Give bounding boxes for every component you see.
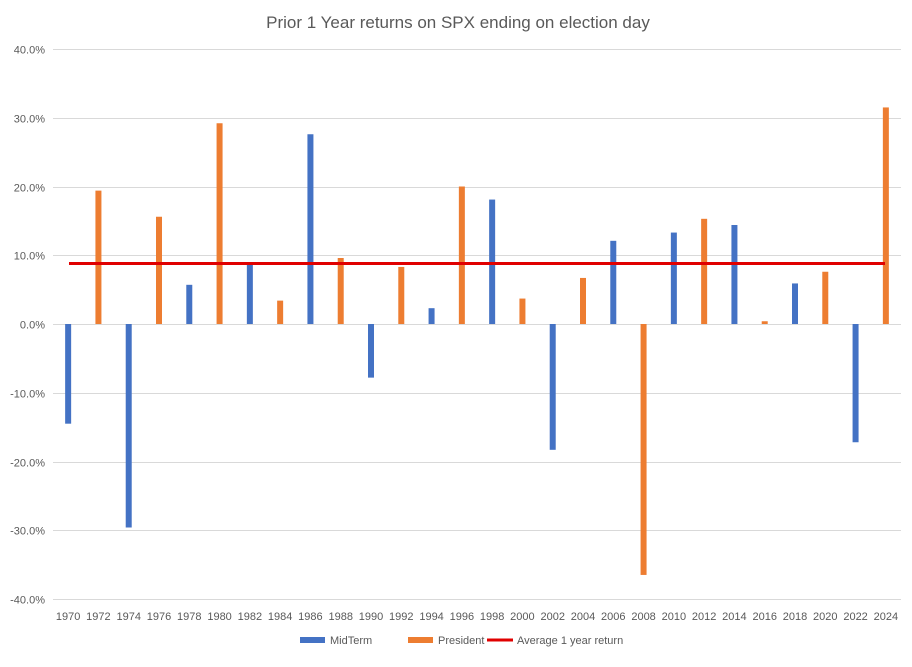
chart-title: Prior 1 Year returns on SPX ending on el… — [266, 13, 650, 32]
bar-president-2016 — [761, 321, 768, 324]
y-tick-label: -10.0% — [10, 389, 45, 401]
x-tick-label-1992: 1992 — [389, 611, 413, 623]
legend-label-average-1-year-return: Average 1 year return — [517, 635, 623, 647]
bar-midterm-2002 — [549, 324, 556, 450]
y-tick-label: 0.0% — [20, 320, 45, 332]
bar-midterm-1978 — [186, 284, 193, 324]
bar-midterm-1974 — [125, 324, 132, 528]
legend-label-president: President — [438, 635, 484, 647]
legend-label-midterm: MidTerm — [330, 635, 372, 647]
x-tick-label-2016: 2016 — [752, 611, 776, 623]
bar-midterm-1986 — [307, 134, 314, 324]
y-tick-label: 40.0% — [14, 45, 45, 57]
y-axis-tick-labels: 40.0% 30.0% 20.0% 10.0% 0.0% -10.0% -20.0% -30.… — [10, 45, 45, 607]
y-tick-label: -30.0% — [10, 526, 45, 538]
bar-president-1976 — [156, 216, 162, 324]
bar-president-2024 — [882, 107, 889, 324]
x-tick-label-2020: 2020 — [813, 611, 837, 623]
bar-midterm-2006 — [610, 240, 617, 324]
x-tick-label-2022: 2022 — [843, 611, 867, 623]
y-tick-label: -40.0% — [10, 595, 45, 607]
x-tick-label-1970: 1970 — [56, 611, 80, 623]
y-tick-label: -20.0% — [10, 458, 45, 470]
legend-swatch-president — [408, 637, 433, 643]
grid-lines — [53, 49, 901, 600]
bar-midterm-2022 — [852, 324, 859, 443]
x-tick-label-2010: 2010 — [662, 611, 686, 623]
x-tick-label-2012: 2012 — [692, 611, 716, 623]
bar-president-2004 — [580, 277, 586, 324]
x-tick-label-2006: 2006 — [601, 611, 625, 623]
bar-midterm-1990 — [368, 324, 374, 378]
x-tick-label-1998: 1998 — [480, 611, 504, 623]
bar-president-2000 — [519, 298, 526, 324]
bar-midterm-1970 — [65, 324, 72, 424]
bar-president-1996 — [458, 186, 465, 324]
bar-president-1984 — [277, 300, 284, 324]
x-tick-label-1990: 1990 — [359, 611, 383, 623]
legend: MidTerm President Average 1 year return — [300, 635, 623, 647]
x-tick-label-2024: 2024 — [874, 611, 898, 623]
x-tick-label-1972: 1972 — [86, 611, 110, 623]
x-axis-tick-labels: 1970 1972 1974 1976 1978 1980 1982 1984 1986 1988… — [56, 611, 898, 623]
bar-midterm-2010 — [670, 232, 677, 324]
bar-president-2020 — [822, 271, 829, 324]
x-tick-label-2014: 2014 — [722, 611, 746, 623]
x-tick-label-1974: 1974 — [116, 611, 140, 623]
bars — [65, 107, 889, 575]
legend-swatch-midterm — [300, 637, 325, 643]
bar-midterm-1982 — [246, 264, 253, 324]
y-tick-label: 10.0% — [14, 251, 45, 263]
bar-midterm-2018 — [792, 283, 798, 324]
x-tick-label-1980: 1980 — [207, 611, 231, 623]
bar-president-1972 — [95, 190, 102, 324]
bar-president-1992 — [398, 266, 405, 324]
x-tick-label-1984: 1984 — [268, 611, 292, 623]
x-tick-label-1976: 1976 — [147, 611, 171, 623]
x-tick-label-2002: 2002 — [540, 611, 564, 623]
bar-president-1988 — [337, 258, 344, 324]
bar-midterm-1998 — [489, 199, 496, 324]
x-tick-label-2008: 2008 — [631, 611, 655, 623]
x-tick-label-1982: 1982 — [238, 611, 262, 623]
x-tick-label-1994: 1994 — [419, 611, 443, 623]
x-tick-label-1996: 1996 — [450, 611, 474, 623]
y-tick-label: 20.0% — [14, 183, 45, 195]
x-tick-label-2004: 2004 — [571, 611, 595, 623]
bar-president-2008 — [640, 324, 647, 575]
x-tick-label-2000: 2000 — [510, 611, 534, 623]
y-tick-label: 30.0% — [14, 114, 45, 126]
bar-president-1980 — [216, 123, 223, 324]
bar-president-2012 — [701, 218, 708, 324]
x-tick-label-1978: 1978 — [177, 611, 201, 623]
bar-midterm-2014 — [731, 225, 738, 324]
x-tick-label-1986: 1986 — [298, 611, 322, 623]
bar-midterm-1994 — [428, 308, 435, 324]
x-tick-label-2018: 2018 — [783, 611, 807, 623]
x-tick-label-1988: 1988 — [328, 611, 352, 623]
